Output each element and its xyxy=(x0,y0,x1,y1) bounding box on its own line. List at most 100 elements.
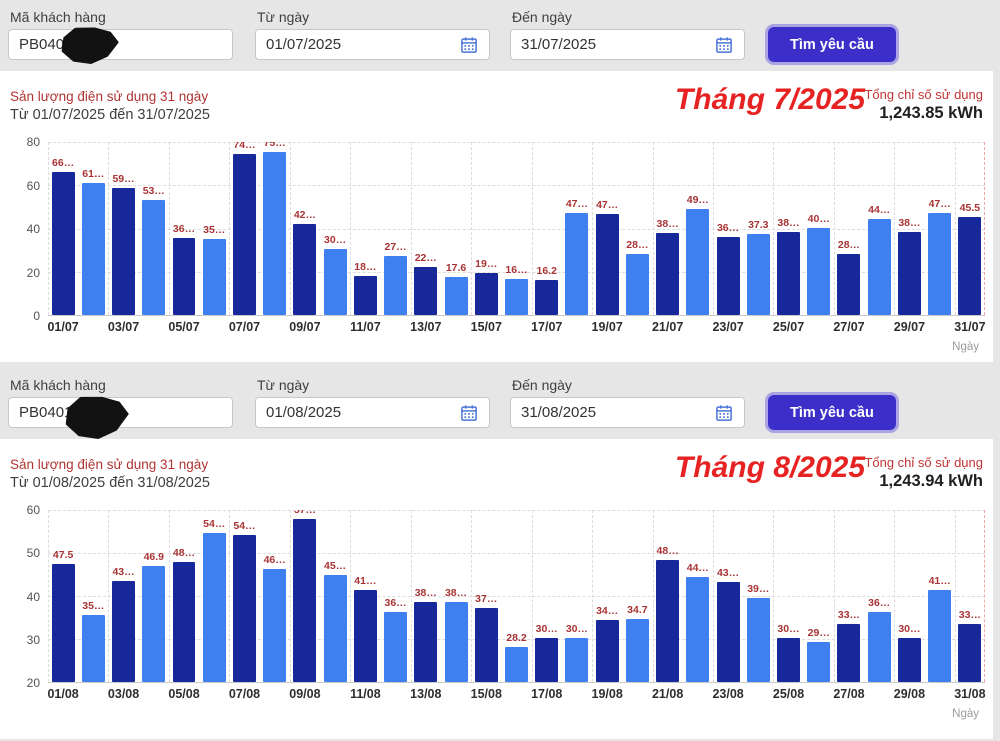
bar-18/07[interactable] xyxy=(565,212,589,315)
bar-08/08[interactable] xyxy=(263,569,287,682)
to-date-value: 31/07/2025 xyxy=(521,36,597,53)
y-axis-tick: 0 xyxy=(33,309,40,323)
bar-12/08[interactable] xyxy=(384,612,408,682)
bar-19/08[interactable] xyxy=(595,620,619,682)
y-axis-tick: 40 xyxy=(26,589,40,604)
bar-28/08[interactable] xyxy=(867,612,891,682)
bar-27/07[interactable] xyxy=(837,253,861,315)
bar-04/08[interactable] xyxy=(142,566,166,682)
bar-07/08[interactable] xyxy=(232,534,256,682)
to-date-input[interactable]: 31/08/2025 xyxy=(510,397,745,428)
y-axis: 0 20 40 60 80 xyxy=(0,135,48,323)
gridline xyxy=(108,142,110,315)
bar-09/07[interactable] xyxy=(293,224,317,315)
bar-02/07[interactable] xyxy=(81,183,105,315)
bar-12/07[interactable] xyxy=(384,255,408,315)
bar-value-label: 45… xyxy=(324,559,347,572)
bar-value-label: 36… xyxy=(384,597,407,610)
usage-panel-august: Sản lượng điện sử dụng 31 ngày Từ 01/08/… xyxy=(0,439,993,739)
bar-16/08[interactable] xyxy=(505,646,528,682)
bar-11/07[interactable] xyxy=(353,275,377,315)
bar-14/08[interactable] xyxy=(444,602,468,682)
bar-11/08[interactable] xyxy=(353,590,377,682)
calendar-icon[interactable] xyxy=(459,35,479,55)
bar-cell: 35… xyxy=(78,510,108,682)
bar-06/08[interactable] xyxy=(202,533,226,682)
bar-03/08[interactable] xyxy=(112,580,136,682)
bar-13/07[interactable] xyxy=(414,267,438,315)
bar-16/07[interactable] xyxy=(505,279,528,315)
bar-24/07[interactable] xyxy=(746,234,770,315)
from-date-label: Từ ngày xyxy=(257,9,310,25)
gridline xyxy=(48,639,985,640)
panel-header: Sản lượng điện sử dụng 31 ngày Từ 01/08/… xyxy=(0,439,993,510)
bar-08/07[interactable] xyxy=(263,151,287,315)
bar-02/08[interactable] xyxy=(81,614,105,682)
bar-19/07[interactable] xyxy=(595,213,619,315)
bar-10/07[interactable] xyxy=(323,249,347,315)
search-form-august: Mã khách hàng Từ ngày 01/08/2025 Đến ngà… xyxy=(0,368,1000,439)
bar-cell: 74… xyxy=(229,142,259,315)
x-axis-tick: 19/07 xyxy=(591,320,623,334)
bar-25/08[interactable] xyxy=(777,637,800,682)
bar-21/08[interactable] xyxy=(656,559,680,682)
bar-25/07[interactable] xyxy=(777,232,800,315)
bar-15/07[interactable] xyxy=(474,273,498,315)
bar-24/08[interactable] xyxy=(746,598,770,682)
bar-30/08[interactable] xyxy=(928,590,952,682)
x-axis-tick: 23/07 xyxy=(712,320,744,334)
bar-31/07[interactable] xyxy=(958,216,982,315)
from-date-input[interactable]: 01/07/2025 xyxy=(255,29,490,60)
bar-23/07[interactable] xyxy=(716,236,740,315)
x-axis-tick: 11/08 xyxy=(350,687,381,701)
bar-cell: 47… xyxy=(562,142,592,315)
bar-29/07[interactable] xyxy=(897,231,921,315)
bar-29/08[interactable] xyxy=(897,638,921,682)
from-date-input[interactable]: 01/08/2025 xyxy=(255,397,490,428)
x-axis-tick: 23/08 xyxy=(712,687,744,701)
search-button[interactable]: Tìm yêu cầu xyxy=(768,395,896,430)
bar-15/08[interactable] xyxy=(474,608,498,682)
search-button[interactable]: Tìm yêu cầu xyxy=(768,27,896,62)
gridline xyxy=(229,142,231,315)
bar-04/07[interactable] xyxy=(142,199,166,315)
to-date-input[interactable]: 31/07/2025 xyxy=(510,29,745,60)
bar-20/07[interactable] xyxy=(625,254,649,315)
bar-28/07[interactable] xyxy=(867,219,891,315)
calendar-icon[interactable] xyxy=(459,403,479,423)
bar-01/08[interactable] xyxy=(51,563,75,682)
bar-14/07[interactable] xyxy=(444,276,468,315)
bar-30/07[interactable] xyxy=(928,212,952,315)
bar-23/08[interactable] xyxy=(716,581,740,682)
bar-22/07[interactable] xyxy=(686,208,710,315)
bar-cell: 16… xyxy=(501,142,531,315)
bar-05/07[interactable] xyxy=(172,237,196,315)
bar-26/08[interactable] xyxy=(807,642,831,682)
bar-18/08[interactable] xyxy=(565,637,589,682)
bar-cell: 37.3 xyxy=(743,142,773,315)
bar-value-label: 36… xyxy=(868,597,891,610)
bar-cell: 46… xyxy=(260,510,290,682)
customer-code-input[interactable] xyxy=(19,36,222,53)
bar-01/07[interactable] xyxy=(51,171,75,315)
bar-17/08[interactable] xyxy=(535,638,559,682)
bar-27/08[interactable] xyxy=(837,624,861,682)
bar-09/08[interactable] xyxy=(293,519,317,682)
gridline xyxy=(894,510,896,682)
bar-13/08[interactable] xyxy=(414,602,438,682)
bar-20/08[interactable] xyxy=(625,618,649,682)
bar-03/07[interactable] xyxy=(112,187,136,315)
bar-10/08[interactable] xyxy=(323,574,347,682)
bar-31/08[interactable] xyxy=(958,623,982,682)
calendar-icon[interactable] xyxy=(714,35,734,55)
to-date-value: 31/08/2025 xyxy=(521,404,597,421)
bar-21/07[interactable] xyxy=(656,232,680,315)
bar-22/08[interactable] xyxy=(686,576,710,682)
bar-06/07[interactable] xyxy=(202,239,226,315)
bar-26/07[interactable] xyxy=(807,227,831,315)
bar-17/07[interactable] xyxy=(535,279,559,315)
bar-value-label: 34.7 xyxy=(627,603,648,616)
bar-05/08[interactable] xyxy=(172,561,196,682)
bar-07/07[interactable] xyxy=(232,154,256,315)
calendar-icon[interactable] xyxy=(714,403,734,423)
